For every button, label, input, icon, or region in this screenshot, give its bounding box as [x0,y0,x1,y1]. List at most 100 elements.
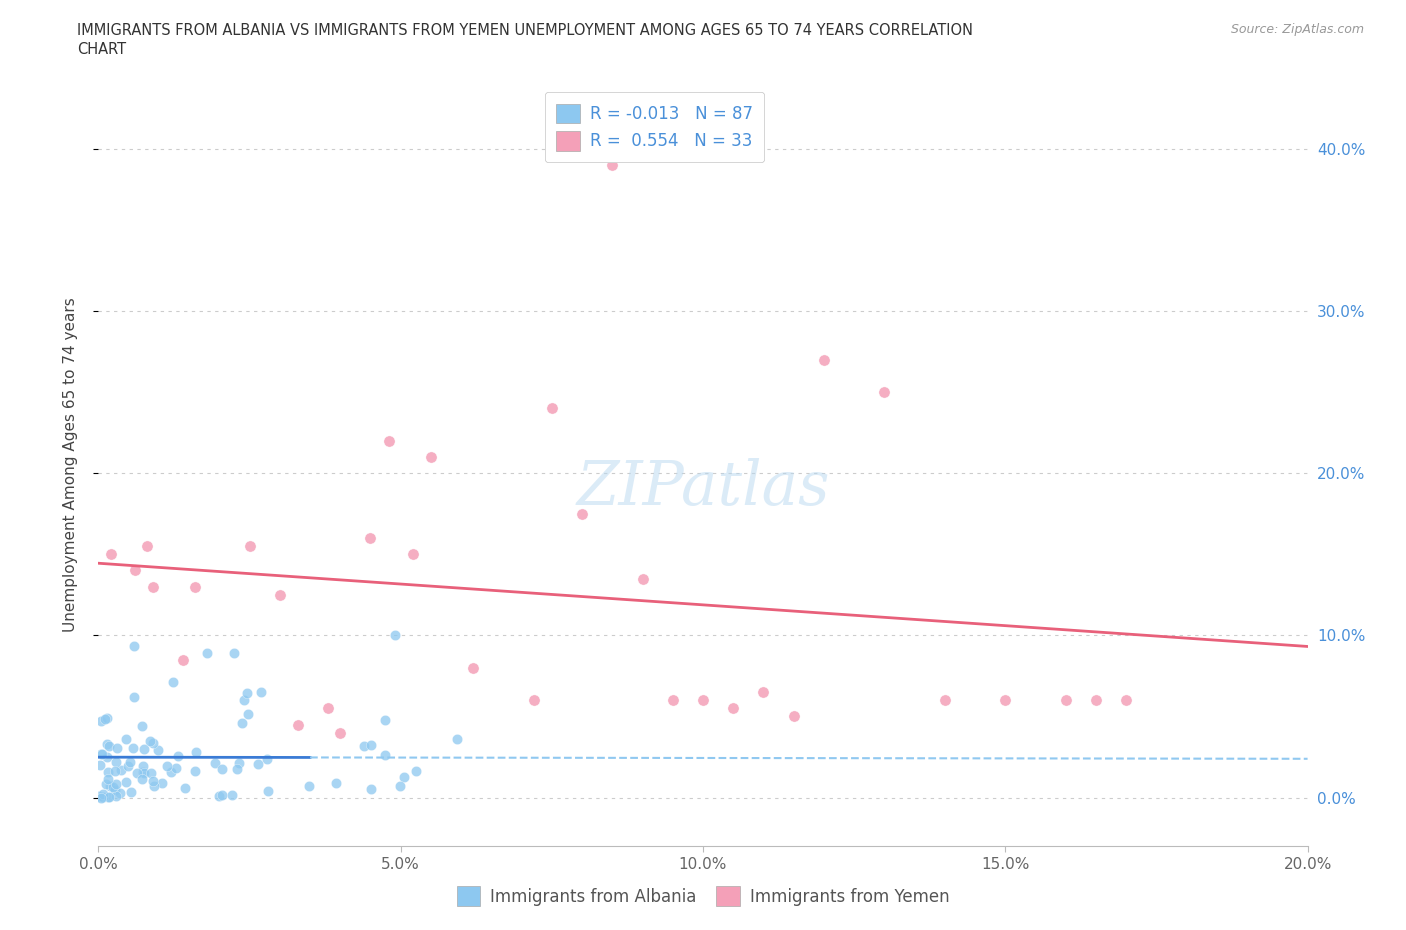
Point [287,717,309,732]
Point [540,401,562,416]
Point [98,738,121,753]
Point [90,746,112,761]
Point [463,660,485,675]
Point [256,751,278,766]
Text: ZIPatlas: ZIPatlas [576,458,830,518]
Point [405,764,427,778]
Point [142,579,165,594]
Point [104,789,127,804]
Point [96,750,118,764]
Point [93,711,115,726]
Point [222,646,245,661]
Point [105,777,128,791]
Point [392,769,415,784]
Point [139,765,162,780]
Point [225,762,247,777]
Point [100,547,122,562]
Point [236,707,259,722]
Point [142,774,165,789]
Point [131,719,153,734]
Point [204,755,226,770]
Point [246,756,269,771]
Point [934,693,956,708]
Point [132,766,155,781]
Point [93,790,115,804]
Point [134,741,156,756]
Point [124,689,146,704]
Point [122,740,145,755]
Point [117,758,139,773]
Point [233,693,256,708]
Point [98,778,121,793]
Point [631,571,654,586]
Point [353,738,375,753]
Point [783,709,806,724]
Point [1115,693,1137,708]
Point [329,725,352,740]
Point [104,754,127,769]
Point [110,785,132,800]
Point [813,352,835,367]
Legend: Immigrants from Albania, Immigrants from Yemen: Immigrants from Albania, Immigrants from… [450,880,956,912]
Point [110,763,132,777]
Point [523,693,546,708]
Point [388,778,411,793]
Point [208,788,231,803]
Point [91,787,114,802]
Point [172,652,194,667]
Point [250,684,273,699]
Point [374,713,396,728]
Point [104,764,127,778]
Point [122,638,145,653]
Point [384,628,406,643]
Point [104,783,127,798]
Point [173,780,195,795]
Point [97,772,120,787]
Point [236,685,259,700]
Point [90,746,112,761]
Point [135,538,157,553]
Y-axis label: Unemployment Among Ages 65 to 74 years: Unemployment Among Ages 65 to 74 years [63,298,77,632]
Point [269,588,291,603]
Point [374,748,396,763]
Point [156,759,179,774]
Text: Source: ZipAtlas.com: Source: ZipAtlas.com [1230,23,1364,36]
Point [211,788,233,803]
Point [143,778,166,793]
Point [120,754,142,769]
Point [146,742,169,757]
Point [121,785,143,800]
Point [692,693,714,708]
Point [723,701,745,716]
Point [142,736,165,751]
Point [97,790,120,804]
Point [131,764,153,779]
Point [873,384,896,399]
Point [124,563,146,578]
Point [107,740,129,755]
Point [360,781,382,796]
Point [96,711,118,725]
Point [97,765,120,780]
Point [114,775,136,790]
Point [115,731,138,746]
Point [298,778,321,793]
Point [89,789,111,804]
Point [446,731,468,746]
Point [167,749,190,764]
Point [90,714,112,729]
Point [131,772,153,787]
Point [571,506,593,521]
Point [661,693,683,708]
Point [94,777,117,791]
Point [1054,693,1077,708]
Point [101,779,124,794]
Point [239,538,262,553]
Point [183,764,205,778]
Point [89,758,111,773]
Point [90,790,112,805]
Point [195,645,218,660]
Point [150,775,173,790]
Point [360,531,382,546]
Point [231,715,253,730]
